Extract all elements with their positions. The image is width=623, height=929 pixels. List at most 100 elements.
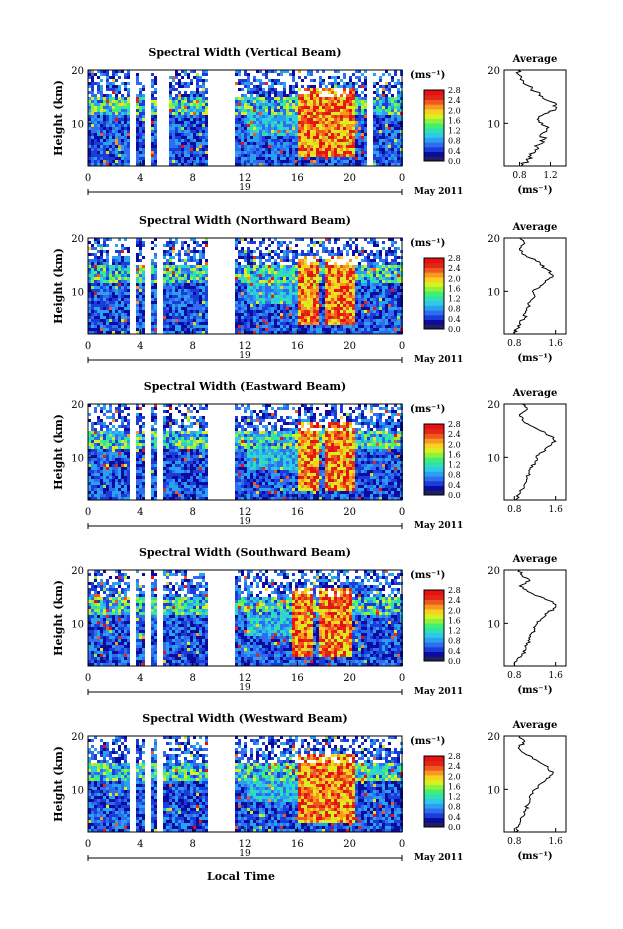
avg-frame xyxy=(503,69,567,167)
x-tick-label: 4 xyxy=(137,839,143,850)
avg-y-tick: 10 xyxy=(487,453,500,464)
avg-y-tick: 20 xyxy=(487,234,500,245)
panel-title: Spectral Width (Westward Beam) xyxy=(142,712,347,725)
x-tick-label: 8 xyxy=(189,173,195,184)
colorbar-tick: 0.4 xyxy=(448,813,461,822)
x-tick-label: 0 xyxy=(85,341,91,352)
avg-title: Average xyxy=(512,388,558,399)
colorbar-tick: 2.4 xyxy=(448,96,461,105)
x-tick-label: 20 xyxy=(343,673,356,684)
colorbar xyxy=(423,89,445,162)
x-tick-label: 16 xyxy=(291,673,304,684)
avg-y-tick: 10 xyxy=(487,785,500,796)
heatmap-cells xyxy=(88,570,403,666)
y-tick-label: 10 xyxy=(71,453,84,464)
y-tick-label: 20 xyxy=(71,234,84,245)
colorbar-tick: 2.4 xyxy=(448,596,461,605)
x-tick-label: 0 xyxy=(399,839,405,850)
x-tick-label: 12 xyxy=(239,507,252,518)
day-label: 19 xyxy=(239,183,251,193)
y-tick-label: 10 xyxy=(71,619,84,630)
day-label: 19 xyxy=(239,517,251,527)
avg-x-tick: 0.8 xyxy=(507,339,522,349)
avg-y-tick: 20 xyxy=(487,66,500,77)
beam-panel-3: Spectral Width (Southward Beam) Height (k… xyxy=(52,546,567,697)
colorbar-tick: 2.4 xyxy=(448,762,461,771)
colorbar-tick: 2.8 xyxy=(448,586,461,595)
colorbar-tick: 1.6 xyxy=(448,616,461,625)
avg-y-tick: 20 xyxy=(487,732,500,743)
avg-frame xyxy=(503,735,567,833)
colorbar-tick: 1.6 xyxy=(448,116,461,125)
date-label: May 2011 xyxy=(414,853,463,863)
y-tick-label: 20 xyxy=(71,566,84,577)
x-tick-label: 12 xyxy=(239,673,252,684)
avg-title: Average xyxy=(512,720,558,731)
y-tick-label: 20 xyxy=(71,66,84,77)
colorbar-tick: 2.0 xyxy=(448,106,461,115)
x-tick-label: 4 xyxy=(137,673,143,684)
x-tick-label: 20 xyxy=(343,839,356,850)
x-tick-label: 16 xyxy=(291,507,304,518)
x-tick-label: 0 xyxy=(85,173,91,184)
colorbar-unit: (ms⁻¹) xyxy=(410,70,445,81)
x-tick-label: 16 xyxy=(291,173,304,184)
colorbar-tick: 0.4 xyxy=(448,147,461,156)
avg-y-tick: 10 xyxy=(487,119,500,130)
y-axis-label: Height (km) xyxy=(52,80,65,156)
x-tick-label: 12 xyxy=(239,173,252,184)
avg-profile-line xyxy=(515,69,558,167)
x-tick-label: 0 xyxy=(399,673,405,684)
colorbar-unit: (ms⁻¹) xyxy=(410,570,445,581)
colorbar-tick: 1.2 xyxy=(448,127,461,136)
colorbar-tick: 0.0 xyxy=(448,491,461,500)
avg-x-tick: 1.6 xyxy=(549,837,564,847)
colorbar-unit: (ms⁻¹) xyxy=(410,736,445,747)
y-tick-label: 10 xyxy=(71,287,84,298)
colorbar-tick: 1.6 xyxy=(448,782,461,791)
x-tick-label: 8 xyxy=(189,839,195,850)
avg-y-tick: 10 xyxy=(487,619,500,630)
colorbar-tick: 0.8 xyxy=(448,471,461,480)
colorbar-tick: 1.2 xyxy=(448,461,461,470)
avg-profile-line xyxy=(515,735,554,833)
avg-x-tick: 1.2 xyxy=(543,171,557,181)
avg-profile-line xyxy=(515,403,557,501)
x-tick-label: 8 xyxy=(189,673,195,684)
avg-x-tick: 1.6 xyxy=(549,339,564,349)
colorbar-tick: 2.0 xyxy=(448,274,461,283)
avg-y-tick: 20 xyxy=(487,566,500,577)
avg-x-label: (ms⁻¹) xyxy=(517,851,552,862)
colorbar-tick: 1.2 xyxy=(448,793,461,802)
avg-profile-line xyxy=(513,237,554,335)
colorbar-tick: 0.8 xyxy=(448,137,461,146)
x-tick-label: 0 xyxy=(399,173,405,184)
beam-panel-0: Spectral Width (Vertical Beam) Height (km… xyxy=(52,46,567,197)
colorbar xyxy=(423,589,445,662)
date-label: May 2011 xyxy=(414,521,463,531)
avg-title: Average xyxy=(512,554,558,565)
avg-x-label: (ms⁻¹) xyxy=(517,685,552,696)
x-tick-label: 16 xyxy=(291,839,304,850)
x-tick-label: 0 xyxy=(85,507,91,518)
colorbar-tick: 1.2 xyxy=(448,627,461,636)
y-axis-label: Height (km) xyxy=(52,414,65,490)
beam-panel-1: Spectral Width (Northward Beam) Height (k… xyxy=(52,214,567,365)
x-tick-label: 4 xyxy=(137,173,143,184)
avg-x-label: (ms⁻¹) xyxy=(517,185,552,196)
y-tick-label: 20 xyxy=(71,732,84,743)
x-tick-label: 20 xyxy=(343,341,356,352)
colorbar-unit: (ms⁻¹) xyxy=(410,238,445,249)
avg-y-tick: 20 xyxy=(487,400,500,411)
avg-frame xyxy=(503,569,567,667)
colorbar xyxy=(423,423,445,496)
x-axis-label: Local Time xyxy=(207,870,275,883)
colorbar-tick: 2.8 xyxy=(448,86,461,95)
colorbar-tick: 0.4 xyxy=(448,481,461,490)
colorbar xyxy=(423,755,445,828)
y-tick-label: 10 xyxy=(71,119,84,130)
colorbar-tick: 2.0 xyxy=(448,440,461,449)
date-label: May 2011 xyxy=(414,687,463,697)
avg-y-tick: 10 xyxy=(487,287,500,298)
